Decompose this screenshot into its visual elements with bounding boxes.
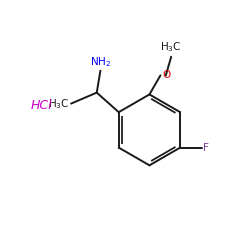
Text: HCl: HCl <box>31 99 53 112</box>
Text: H$_3$C: H$_3$C <box>160 40 182 54</box>
Text: NH$_2$: NH$_2$ <box>90 55 111 69</box>
Text: H$_3$C: H$_3$C <box>48 97 69 111</box>
Text: O: O <box>162 70 171 81</box>
Text: F: F <box>203 142 209 152</box>
